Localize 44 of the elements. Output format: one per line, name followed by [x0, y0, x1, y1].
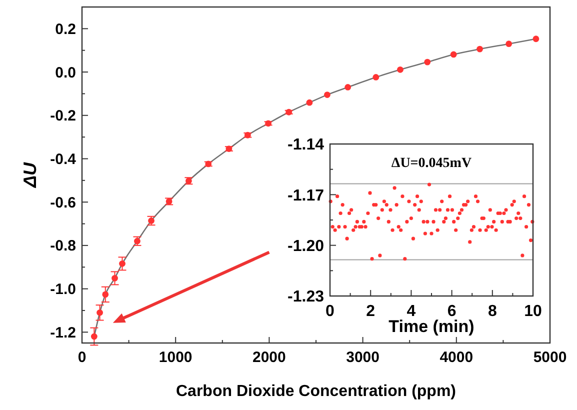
point	[476, 46, 483, 52]
x-tick-label: 5000	[533, 349, 567, 366]
y-tick-label: -1.14	[288, 136, 324, 154]
point	[450, 51, 457, 58]
y-tick-label: 0.0	[55, 64, 76, 82]
y-tick-label: -1.17	[288, 187, 324, 204]
y-tick-label: -1.0	[50, 281, 76, 298]
x-axis-title: Carbon Dioxide Concentration (ppm)	[176, 383, 456, 400]
x-axis-title: Time (min)	[388, 317, 474, 336]
point	[372, 74, 380, 80]
x-tick-label: 8	[488, 303, 497, 320]
point	[424, 58, 431, 66]
point	[90, 333, 98, 340]
x-tick-label: 4	[406, 303, 416, 320]
x-tick-label: 2000	[252, 349, 286, 366]
y-tick-label: -0.8	[50, 238, 76, 255]
y-axis-title: ΔU	[20, 161, 40, 189]
point	[324, 92, 330, 98]
point	[148, 218, 154, 224]
point	[506, 40, 512, 48]
x-tick-label: 0	[326, 303, 335, 320]
y-tick-label: -0.4	[50, 150, 77, 168]
point	[306, 99, 313, 106]
point	[96, 309, 103, 316]
point	[344, 84, 352, 90]
y-tick-label: -1.20	[288, 238, 324, 255]
x-tick-label: 2	[366, 303, 376, 320]
y-tick-label: -0.2	[50, 108, 76, 125]
y-tick-label: -1.2	[50, 324, 76, 342]
point	[397, 66, 404, 73]
y-tick-label: -0.6	[50, 194, 76, 212]
x-tick-label: 1000	[158, 349, 192, 366]
x-tick-label: 6	[447, 303, 456, 320]
point	[102, 291, 109, 298]
y-tick-label: 0.2	[55, 20, 76, 38]
x-tick-label: 3000	[346, 349, 380, 366]
x-tick-label: 10	[524, 303, 542, 320]
annotation: ΔU=0.045mV	[391, 156, 472, 171]
x-tick-label: 4000	[440, 349, 474, 366]
point	[532, 36, 540, 42]
x-tick-label: 0	[78, 349, 86, 366]
point	[119, 260, 126, 267]
y-tick-label: -1.23	[288, 288, 324, 306]
point	[112, 274, 118, 282]
